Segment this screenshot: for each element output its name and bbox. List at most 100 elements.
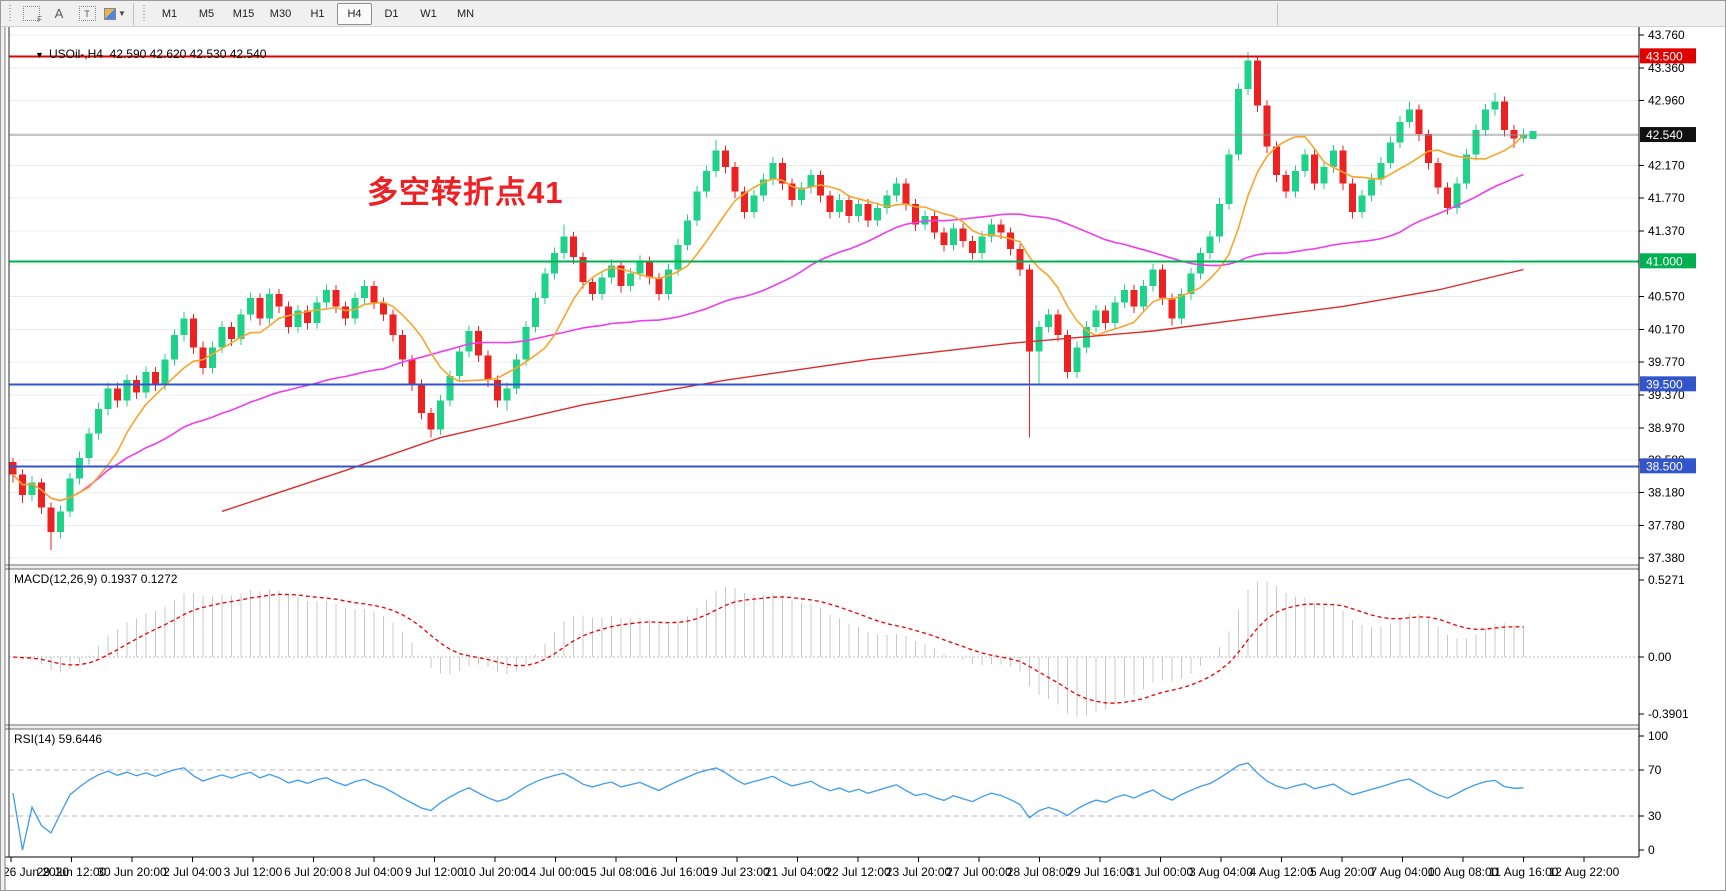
timeframe-button-H4[interactable]: H4 [337, 2, 372, 25]
chart-annotation-text[interactable]: 多空转折点41 [367, 175, 564, 210]
candle-body [180, 318, 188, 336]
time-label[interactable]: 19 Jul 23:00 [704, 865, 770, 879]
time-label[interactable]: 23 Jul 20:00 [886, 865, 952, 879]
candle-body [532, 298, 539, 327]
candle-body [9, 462, 17, 475]
time-label[interactable]: 7 Aug 04:00 [1370, 865, 1434, 879]
last-price-marker [1529, 131, 1537, 140]
left-gutter [1, 27, 5, 890]
time-label[interactable]: 15 Jul 08:00 [583, 865, 649, 879]
time-label[interactable]: 3 Jul 12:00 [224, 865, 283, 879]
candle-body [1064, 335, 1071, 373]
candle-body [1206, 236, 1214, 254]
candle-body [788, 183, 796, 200]
time-label[interactable]: 6 Jul 20:00 [284, 865, 343, 879]
timeframe-button-M15[interactable]: M15 [232, 7, 255, 20]
time-label[interactable]: 30 Jun 20:00 [97, 865, 167, 879]
symbol-dropdown-icon[interactable]: ▼ [35, 50, 44, 60]
time-label[interactable]: 9 Jul 12:00 [405, 865, 464, 879]
time-label[interactable]: 2 Jul 04:00 [163, 865, 222, 879]
candle-body [1472, 130, 1480, 155]
candle-body [589, 281, 596, 295]
candle-body [1501, 101, 1508, 131]
timeframe-button-M30[interactable]: M30 [269, 7, 292, 20]
time-label[interactable]: 4 Aug 12:00 [1249, 865, 1313, 879]
price-axis-label: 41.770 [1648, 191, 1685, 205]
candle-body [161, 359, 169, 385]
candle-body [256, 298, 264, 319]
toolbar-grip[interactable] [7, 4, 14, 23]
candle-body [845, 199, 853, 217]
candle-body [370, 285, 378, 303]
timeframe-button-M1[interactable]: M1 [161, 7, 178, 20]
time-label[interactable]: 5 Aug 20:00 [1310, 865, 1374, 879]
time-label[interactable]: 14 Jul 00:00 [523, 865, 589, 879]
candle-body [484, 355, 492, 381]
time-label[interactable]: 10 Aug 08:00 [1428, 865, 1499, 879]
candle-body [712, 150, 720, 172]
candle-body [798, 187, 805, 200]
time-label[interactable]: 11 Aug 16:00 [1489, 865, 1559, 879]
candle-body [1311, 154, 1318, 184]
candle-body [285, 306, 292, 327]
time-label[interactable]: 31 Jul 00:00 [1128, 865, 1194, 879]
timeframe-button-H1[interactable]: H1 [310, 7, 325, 20]
candle-body [275, 294, 283, 307]
time-label[interactable]: 28 Jul 08:00 [1007, 865, 1073, 879]
candle-body [427, 413, 435, 430]
candle-body [693, 191, 701, 221]
text-annotation-icon[interactable]: A [54, 6, 64, 21]
timeframe-button-MN[interactable]: MN [456, 7, 475, 20]
time-label[interactable]: 16 Jul 16:00 [644, 865, 710, 879]
candle-body [1197, 253, 1204, 274]
candle-body [617, 265, 625, 286]
toolbar-divider [1277, 2, 1278, 25]
time-label[interactable]: 29 Jun 12:00 [37, 865, 107, 879]
candle-body [1121, 290, 1128, 303]
candle-body [446, 376, 454, 401]
candle-body [1016, 249, 1024, 270]
panel-separator[interactable] [1, 565, 1726, 569]
candle-body [1130, 290, 1138, 307]
price-axis-label: 42.960 [1648, 94, 1685, 108]
candle-body [1263, 105, 1271, 147]
color-style-icon[interactable]: ▼ [102, 3, 128, 25]
candle-body [304, 310, 311, 323]
candle-body [380, 302, 387, 315]
candle-body [1349, 183, 1356, 213]
candle-body [1282, 175, 1290, 192]
candle-body [408, 359, 416, 385]
time-label[interactable]: 29 Jul 16:00 [1067, 865, 1133, 879]
time-label[interactable]: 21 Jul 04:00 [765, 865, 831, 879]
time-label[interactable]: 26 Jun 2020 [3, 865, 69, 879]
candle-body [332, 290, 340, 307]
candle-body [1425, 134, 1432, 163]
toolbar-grip[interactable] [141, 4, 148, 23]
chart-area[interactable]: 26 Jun 2020 29 Jun 12:00 30 Jun 20:00 2 Jul… [1, 27, 1726, 891]
timeframe-button-W1[interactable]: W1 [420, 7, 437, 20]
panel-separator[interactable] [1, 725, 1726, 729]
time-label[interactable]: 3 Aug 04:00 [1189, 865, 1253, 879]
candle-body [836, 199, 843, 213]
candle-body [142, 372, 150, 393]
time-label[interactable]: 22 Jul 12:00 [825, 865, 891, 879]
time-label[interactable]: 12 Aug 22:00 [1549, 865, 1620, 879]
timeframe-button-M5[interactable]: M5 [198, 7, 215, 20]
time-label[interactable]: 10 Jul 20:00 [462, 865, 528, 879]
candle-body [104, 388, 112, 409]
candle-body [1149, 269, 1157, 286]
timeframe-button-D1[interactable]: D1 [384, 7, 399, 20]
candle-body [209, 347, 216, 368]
rsi-axis-label: 30 [1648, 809, 1662, 823]
time-label[interactable]: 27 Jul 00:00 [946, 865, 1012, 879]
text-label-icon[interactable]: T [74, 3, 100, 25]
dotted-frame-f-icon[interactable]: F [18, 3, 44, 25]
candle-body [1073, 347, 1081, 373]
candle-body [760, 179, 767, 196]
candle-body [66, 478, 74, 512]
candle-body [655, 277, 663, 295]
time-label[interactable]: 8 Jul 04:00 [345, 865, 404, 879]
candle-body [351, 298, 359, 319]
candle-body [294, 310, 302, 327]
